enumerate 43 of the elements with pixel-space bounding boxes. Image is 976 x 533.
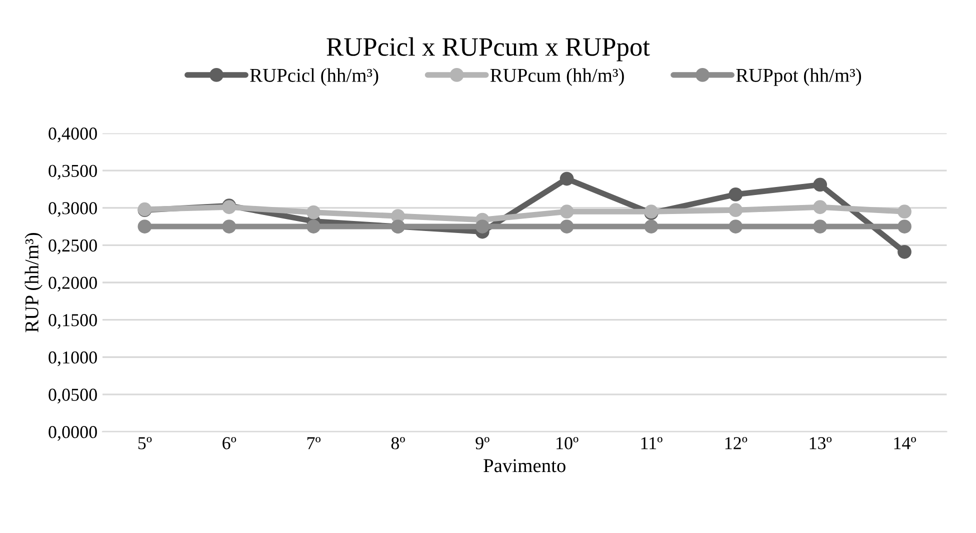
y-tick-label: 0,1000: [48, 351, 97, 366]
point: [728, 187, 743, 202]
point: [898, 220, 912, 234]
x-tick-label: 11º: [641, 437, 662, 450]
point: [728, 203, 743, 218]
y-tick-label: 0,3500: [48, 164, 97, 180]
point: [222, 220, 236, 234]
point: [560, 204, 574, 219]
point: [728, 220, 743, 234]
y-tick-label: 0,4000: [48, 128, 97, 142]
point: [813, 178, 828, 192]
y-tick-label: 0,0000: [48, 426, 97, 441]
point: [898, 204, 912, 219]
y-tick-label: 0,2000: [48, 276, 97, 292]
y-tick-label: 0,3000: [48, 202, 97, 217]
x-tick-label: 12º: [725, 437, 748, 450]
x-tick-label: 8º: [391, 437, 405, 450]
x-tick-label: 7º: [307, 437, 321, 450]
point: [560, 172, 574, 186]
chart-title: RUPcicl x RUPcum x RUPpot: [326, 37, 650, 62]
legend-label: RUPpot (hh/m³): [736, 68, 862, 86]
x-tick-label: 9º: [476, 437, 490, 450]
x-tick-label: 10º: [556, 437, 578, 450]
point: [560, 220, 574, 234]
legend-label: RUPcicl (hh/m³): [250, 68, 378, 86]
x-axis-title: Pavimento: [484, 459, 566, 472]
x-tick-label: 6º: [222, 437, 236, 450]
y-tick-label: 0,0500: [48, 388, 97, 404]
point: [138, 220, 152, 234]
point: [813, 220, 828, 234]
point: [306, 205, 320, 220]
x-tick-label: 5º: [138, 437, 152, 450]
y-axis-title: RUP (hh/m³): [24, 232, 42, 332]
point: [475, 220, 490, 234]
point: [306, 220, 320, 234]
y-tick-label: 0,2500: [48, 239, 97, 254]
x-tick-label: 14º: [894, 437, 916, 450]
y-tick-label: 0,1500: [48, 314, 97, 329]
point: [644, 220, 658, 234]
legend-label: RUPcum (hh/m³): [490, 68, 624, 86]
point: [898, 244, 912, 259]
x-tick-label: 13º: [810, 437, 832, 450]
point: [813, 200, 828, 214]
